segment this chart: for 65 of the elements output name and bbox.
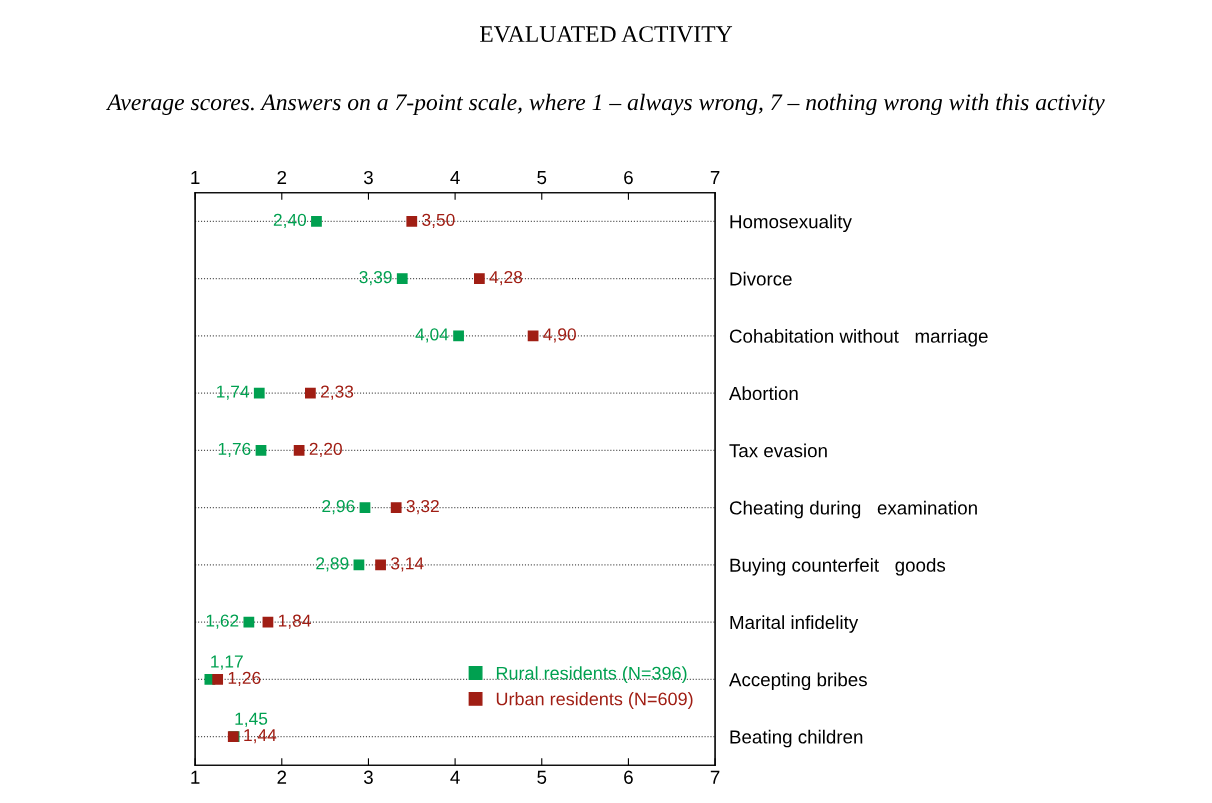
x-tick-label: 7 [710, 770, 720, 784]
data-label: 3,14 [390, 557, 424, 572]
x2-tick-label: 2 [277, 170, 287, 184]
point [359, 502, 371, 513]
y-tick-label: Abortion [729, 386, 798, 401]
point [396, 273, 408, 284]
x-tick-label: 2 [277, 770, 287, 784]
data-label: 2,89 [316, 557, 349, 572]
data-label: 3,32 [406, 499, 439, 515]
y-tick-label: Accepting bribes [729, 672, 867, 691]
y-tick-label: Marital infidelity [730, 615, 859, 633]
data-label: 1,74 [217, 385, 250, 400]
data-label: 1,84 [278, 614, 311, 629]
chart-subtitle: Average scores. Answers on a 7-point scale, where 1 – always wrong, 7 – nothing wrong with this activity [105, 93, 1105, 116]
y-tick-label: Cheating during examination [729, 500, 977, 519]
x2-tick-label: 5 [537, 171, 547, 185]
x-tick-label: 6 [624, 770, 633, 784]
point [527, 330, 539, 342]
y-tick-label: Homosexuality [730, 214, 852, 233]
point [212, 674, 224, 685]
point [473, 273, 485, 284]
data-label: 2,33 [320, 385, 354, 400]
data-label: 4,90 [543, 328, 576, 343]
point [390, 502, 402, 513]
data-label: 1,44 [244, 729, 277, 744]
data-label: 4,04 [415, 328, 449, 343]
point [305, 387, 316, 399]
data-label: 1,62 [206, 614, 239, 629]
x2-tick-label: 4 [450, 171, 460, 184]
data-label: 1,45 [235, 712, 268, 727]
y-tick-label: Tax evasion [729, 443, 827, 458]
x-tick-label: 1 [191, 770, 200, 784]
data-label: 2,40 [273, 213, 307, 229]
point [293, 444, 305, 456]
x2-tick-label: 3 [363, 170, 373, 185]
point [406, 215, 418, 227]
x2-tick-label: 1 [191, 171, 200, 184]
point [243, 616, 255, 628]
x2-tick-label: 6 [624, 170, 633, 185]
data-label: 3,50 [422, 213, 455, 229]
y-tick-label: Beating children [730, 729, 863, 748]
legend-label: Rural residents (N=396) [496, 666, 687, 684]
data-label: 1,17 [211, 655, 243, 670]
chart-title: EVALUATED ACTIVITY [480, 26, 733, 43]
point [255, 444, 267, 456]
point [311, 215, 322, 227]
point [353, 559, 365, 571]
x-tick-label: 4 [450, 770, 460, 784]
point [453, 330, 464, 342]
x2-tick-label: 7 [710, 171, 720, 184]
data-label: 4,28 [489, 270, 523, 286]
x-tick-label: 3 [363, 770, 373, 784]
point [375, 559, 386, 571]
legend-label: Urban residents (N=609) [496, 692, 693, 709]
y-tick-label: Cohabitation without marriage [729, 329, 988, 347]
point [253, 387, 265, 399]
data-label: 2,20 [309, 442, 342, 458]
data-label: 1,26 [228, 671, 261, 687]
y-tick-label: Divorce [730, 271, 792, 286]
point [262, 616, 274, 628]
x-tick-label: 5 [537, 770, 547, 784]
data-label: 1,76 [218, 442, 251, 458]
y-tick-label: Buying counterfeit goods [730, 558, 946, 576]
data-label: 2,96 [322, 499, 355, 515]
data-label: 3,39 [359, 270, 392, 286]
